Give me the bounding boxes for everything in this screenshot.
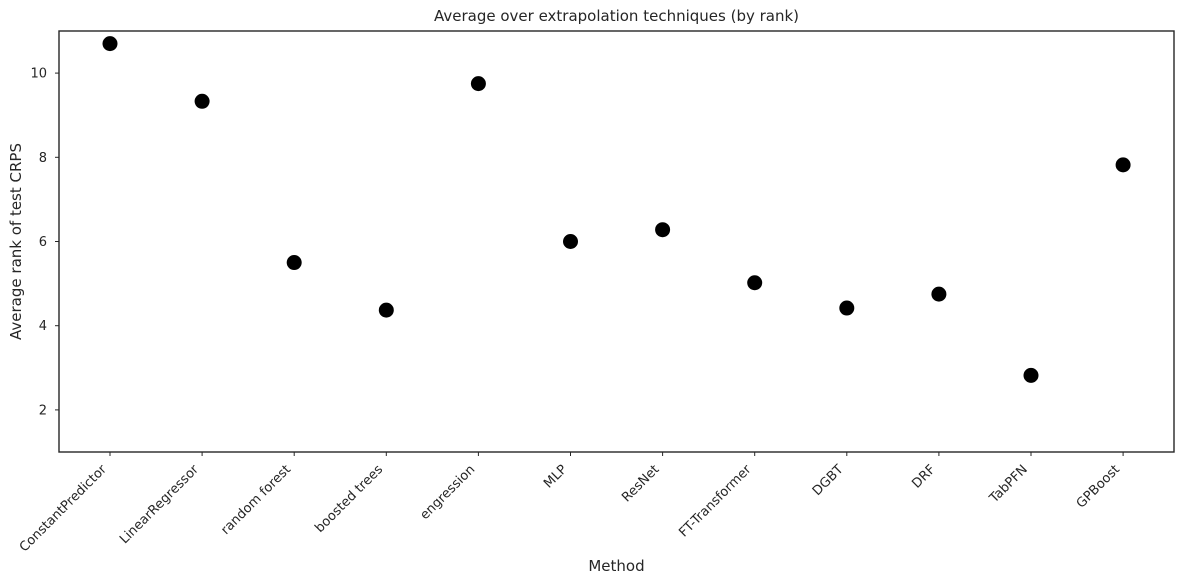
x-tick-label: DGBT bbox=[810, 462, 847, 499]
x-tick-label: ResNet bbox=[619, 462, 662, 505]
x-tick-label: boosted trees bbox=[312, 462, 386, 536]
x-tick-label: TabPFN bbox=[986, 462, 1031, 507]
y-tick-label: 10 bbox=[30, 67, 47, 82]
data-point bbox=[470, 76, 486, 92]
data-points bbox=[102, 36, 1131, 383]
x-tick-label: MLP bbox=[541, 462, 570, 491]
data-point bbox=[286, 255, 302, 271]
x-tick-label: ConstantPredictor bbox=[17, 462, 110, 555]
x-tick-label: DRF bbox=[909, 462, 938, 491]
data-point bbox=[1115, 157, 1131, 173]
x-tick-label: GPBoost bbox=[1074, 462, 1123, 511]
y-tick-label: 8 bbox=[39, 151, 47, 166]
x-tick-label: engression bbox=[417, 462, 478, 523]
data-point bbox=[931, 286, 947, 302]
data-point bbox=[378, 302, 394, 318]
y-axis: 2 4 6 8 10 bbox=[30, 67, 59, 418]
data-point bbox=[839, 300, 855, 316]
chart-title: Average over extrapolation techniques (b… bbox=[434, 7, 799, 25]
plot-frame bbox=[58, 30, 1175, 453]
data-point bbox=[194, 93, 210, 109]
data-point bbox=[655, 222, 671, 238]
data-point bbox=[1023, 367, 1039, 383]
data-point bbox=[563, 234, 578, 249]
y-tick-label: 6 bbox=[39, 235, 47, 250]
data-point bbox=[747, 275, 763, 291]
x-tick-label: random forest bbox=[218, 462, 294, 538]
x-tick-label: LinearRegressor bbox=[117, 462, 202, 547]
data-point bbox=[102, 36, 118, 52]
x-axis: ConstantPredictor LinearRegressor random f… bbox=[17, 452, 1124, 555]
y-tick-label: 2 bbox=[39, 403, 47, 418]
y-axis-label: Average rank of test CRPS bbox=[7, 143, 25, 340]
x-axis-label: Method bbox=[588, 557, 644, 575]
x-tick-label: FT-Transformer bbox=[676, 462, 755, 541]
y-tick-label: 4 bbox=[39, 319, 47, 334]
